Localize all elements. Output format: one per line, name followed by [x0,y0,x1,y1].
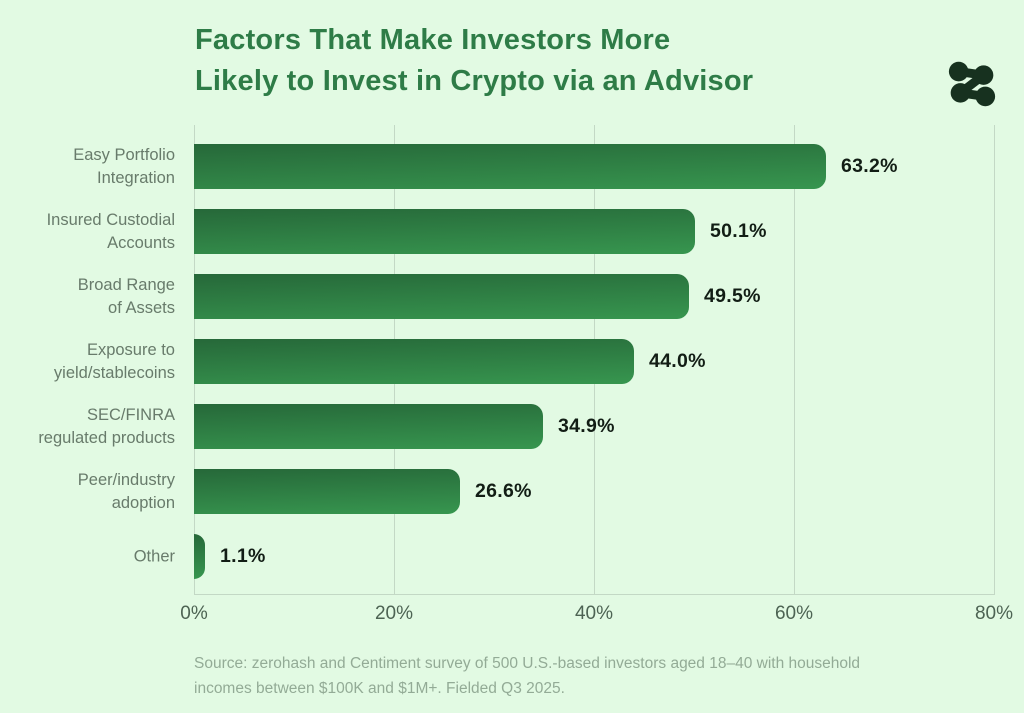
gridline [794,125,795,595]
category-label: Other [0,545,175,568]
category-label-line: Other [133,547,175,565]
category-label-line: regulated products [38,428,175,447]
category-label-line: Accounts [107,233,175,252]
gridline [994,125,995,595]
category-label: SEC/FINRA regulated products [0,404,175,450]
title-line-2: Likely to Invest in Crypto via an Adviso… [195,65,754,97]
bar-chart: Easy Portfolio Integration 63.2% Insured Cu… [38,125,995,595]
x-tick-label: 80% [974,603,1014,624]
category-label-line: Broad Range [77,275,175,294]
category-label-line: Integration [97,168,175,187]
category-label: Insured Custodial Accounts [0,209,175,255]
x-tick-label: 0% [180,603,208,624]
bar [194,339,634,384]
x-axis-line [194,594,994,595]
bar-row: Other 1.1% [134,524,994,589]
bar-row: Peer/industry adoption 26.6% [78,459,994,524]
x-tick-label: 20% [374,603,414,624]
source-note: Source: zerohash and Centiment survey of… [194,651,860,701]
value-label: 1.1% [220,545,266,567]
bar [194,534,205,579]
value-label: 34.9% [558,415,615,437]
bar [194,209,695,254]
category-label: Broad Range of Assets [0,274,175,320]
x-axis-ticks: 0% 20% 40% 60% 80% [180,603,1013,629]
category-label: Exposure to yield/stablecoins [0,339,175,385]
category-label-line: yield/stablecoins [53,363,175,382]
value-label: 49.5% [704,285,761,307]
value-label: 50.1% [710,220,767,242]
zerohash-logo-icon [948,61,996,107]
category-label: Easy Portfolio Integration [0,144,175,190]
bar-row: Easy Portfolio Integration 63.2% [73,134,994,199]
source-line-1: Source: zerohash and Centiment survey of… [194,655,861,672]
x-tick-label: 40% [574,603,614,624]
bar [194,274,689,319]
x-tick-label: 60% [774,603,814,624]
page-title: Factors That Make Investors More Likely … [195,20,753,102]
bar [194,404,543,449]
category-label-line: Peer/industry [77,470,175,489]
bar [194,144,826,189]
source-line-2: incomes between $100K and $1M+. Fielded … [194,680,565,697]
category-label-line: SEC/FINRA [86,405,175,424]
bar-rows: Easy Portfolio Integration 63.2% Insured Cu… [38,134,994,589]
value-label: 26.6% [475,480,532,502]
value-label: 44.0% [649,350,706,372]
bar-row: Broad Range of Assets 49.5% [78,264,994,329]
bar [194,469,460,514]
category-label-line: Insured Custodial [46,210,175,229]
category-label: Peer/industry adoption [0,469,175,515]
bar-row: Insured Custodial Accounts 50.1% [47,199,994,264]
title-line-1: Factors That Make Investors More [195,24,671,56]
category-label-line: adoption [111,493,175,512]
bar-row: SEC/FINRA regulated products 34.9% [38,394,994,459]
value-label: 63.2% [841,155,898,177]
category-label-line: Exposure to [86,340,175,359]
category-label-line: of Assets [108,298,175,317]
bar-row: Exposure to yield/stablecoins 44.0% [54,329,994,394]
category-label-line: Easy Portfolio [73,145,175,164]
